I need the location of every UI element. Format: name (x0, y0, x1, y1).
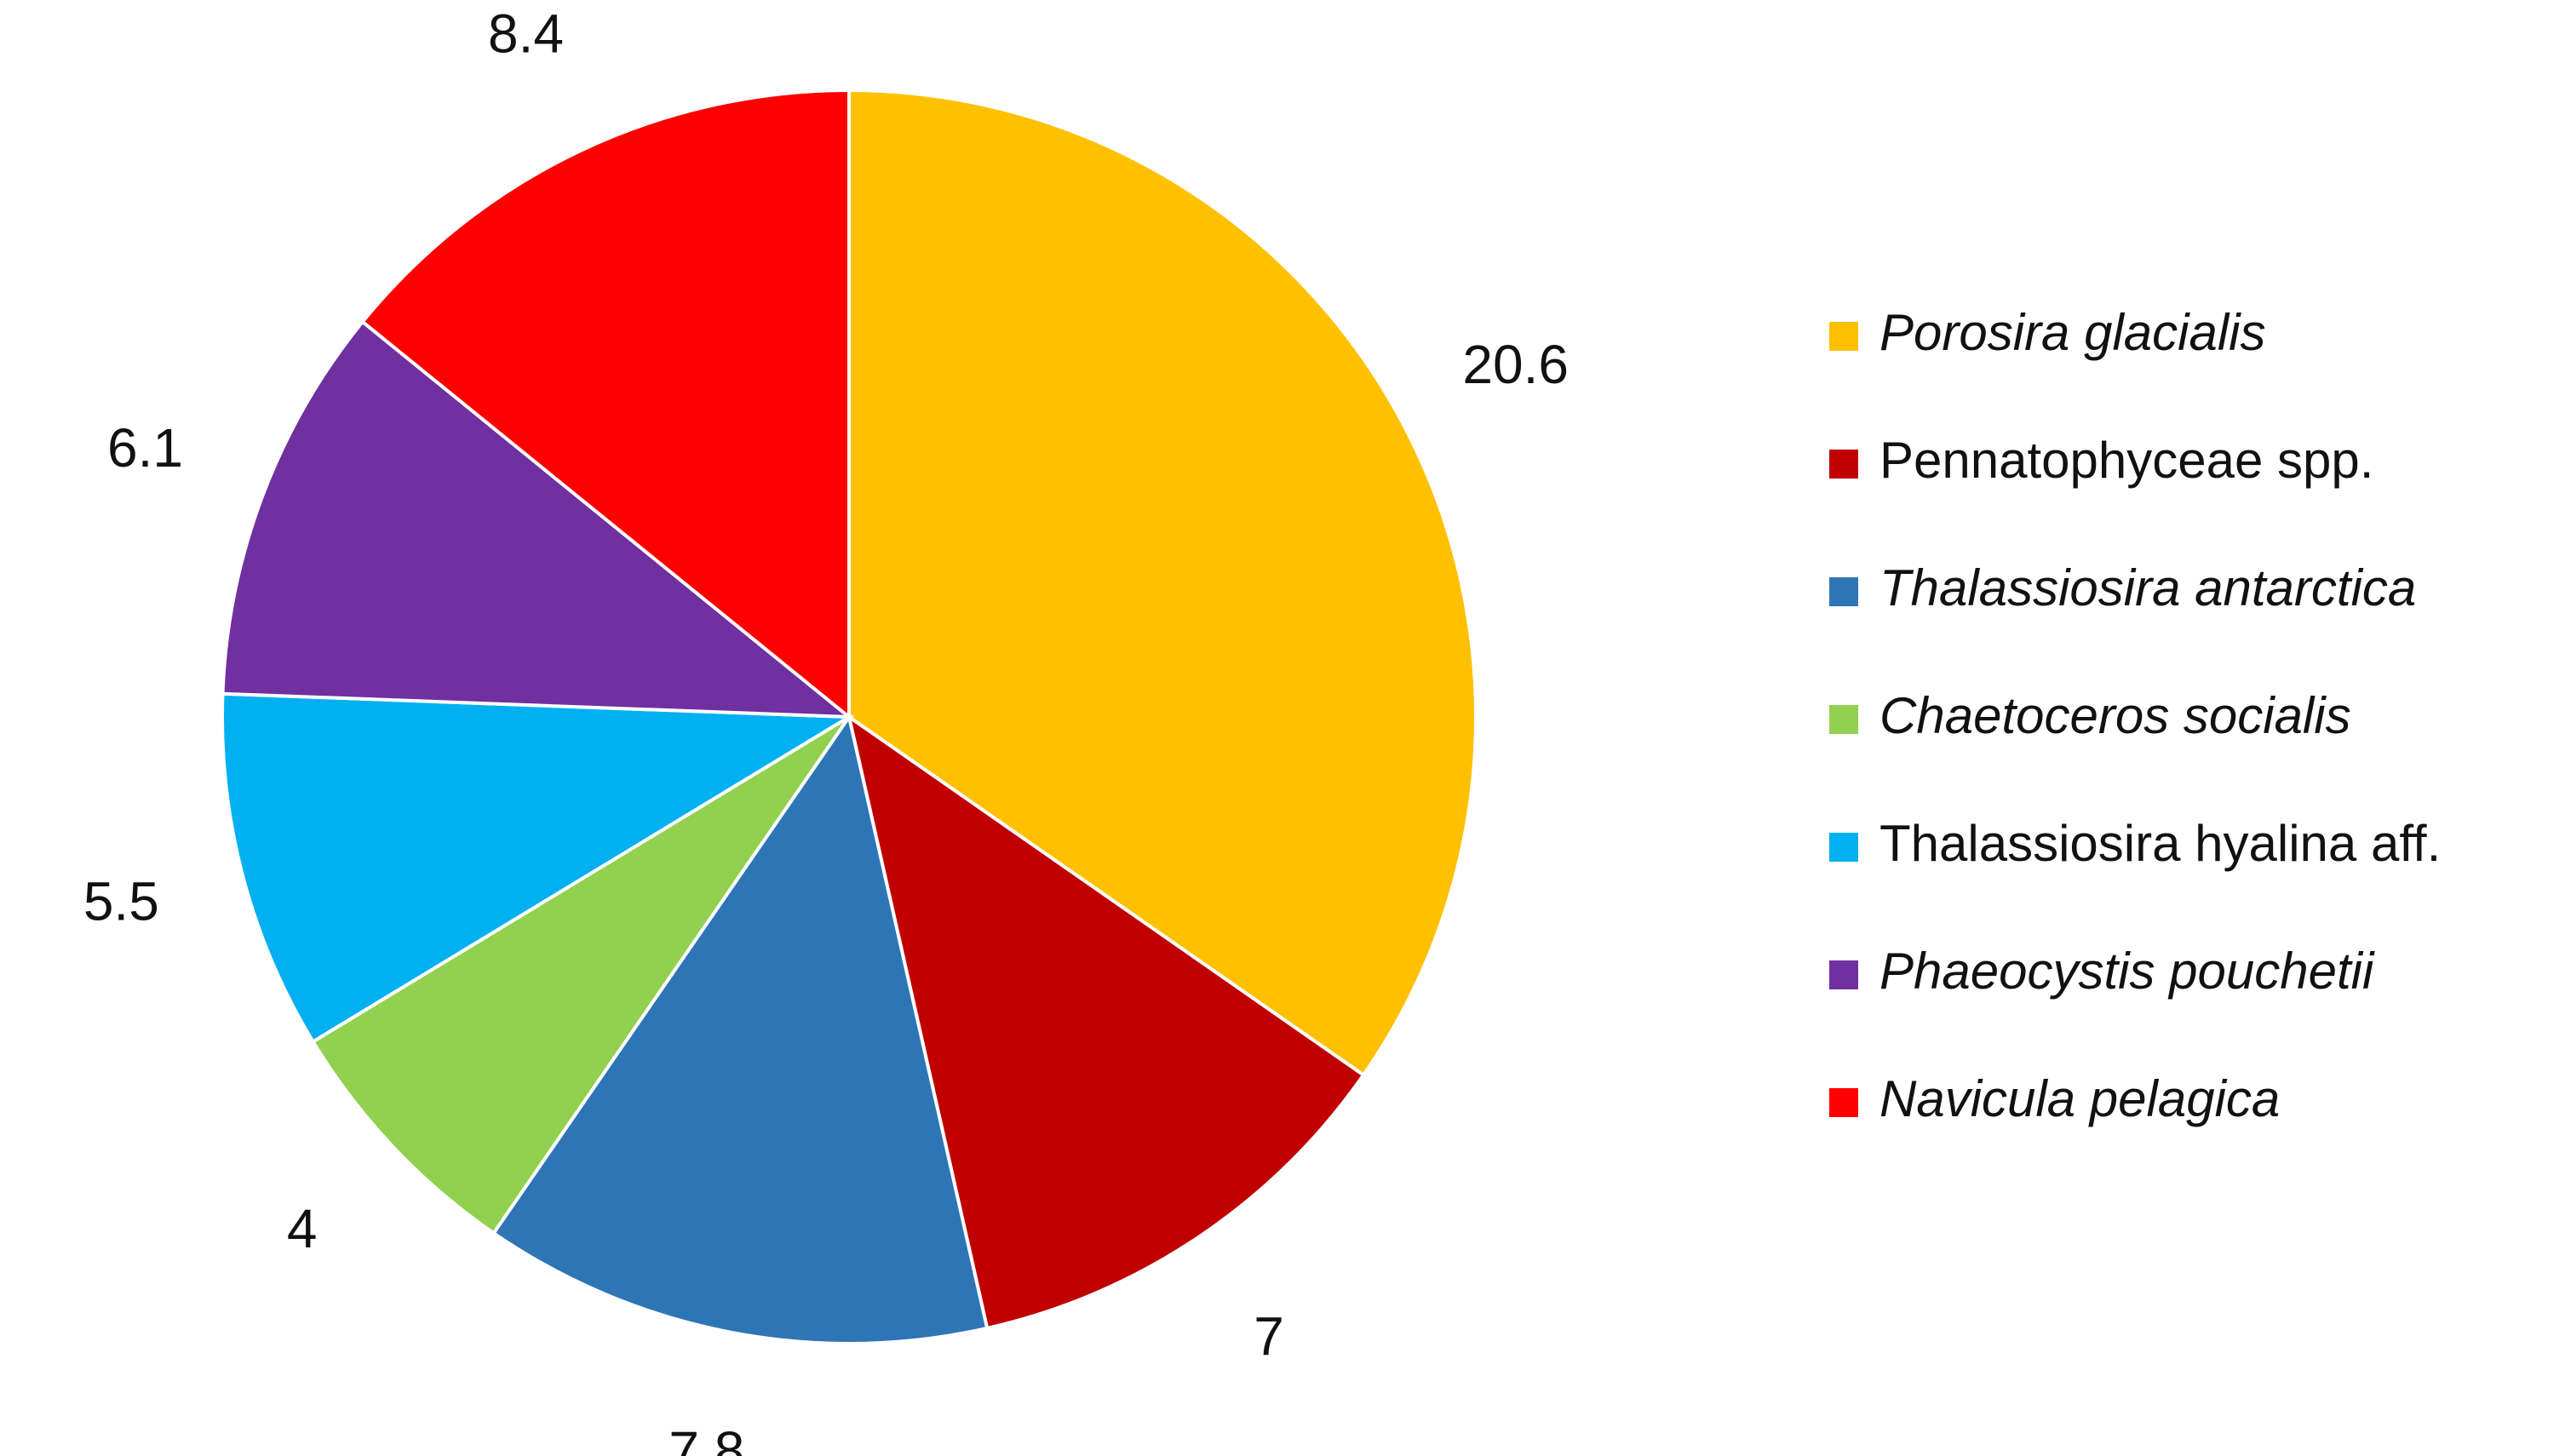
data-label: 5.5 (83, 871, 159, 932)
pie-slice (847, 88, 1478, 1078)
legend-label: Porosira glacialis (1879, 304, 2266, 361)
pie-slice (491, 713, 990, 1345)
pie-slice (310, 715, 851, 1236)
legend-label: Navicula pelagica (1879, 1070, 2280, 1127)
pie-slice (221, 691, 855, 1045)
pie-slice (359, 88, 851, 721)
data-label: 20.6 (1462, 334, 1569, 395)
pie-slice (221, 319, 854, 719)
data-label: 7 (1254, 1305, 1284, 1367)
legend-swatch (1829, 450, 1858, 479)
legend-label: Chaetoceros socialis (1879, 687, 2351, 744)
legend-swatch (1829, 833, 1858, 862)
pie-slice (846, 713, 1366, 1331)
data-label: 7.8 (669, 1420, 744, 1456)
data-label: 6.1 (107, 417, 183, 479)
legend-label: Phaeocystis pouchetii (1879, 943, 2375, 1000)
legend-swatch (1829, 960, 1858, 989)
legend-label: Pennatophyceae spp. (1879, 432, 2373, 489)
legend-label: Thalassiosira antarctica (1879, 559, 2416, 616)
legend-swatch (1829, 1088, 1858, 1117)
data-label: 4 (287, 1198, 318, 1259)
legend-swatch (1829, 322, 1858, 351)
legend-label: Thalassiosira hyalina aff. (1879, 815, 2441, 872)
data-label: 8.4 (488, 3, 564, 65)
legend-swatch (1829, 577, 1858, 606)
legend-swatch (1829, 705, 1858, 734)
